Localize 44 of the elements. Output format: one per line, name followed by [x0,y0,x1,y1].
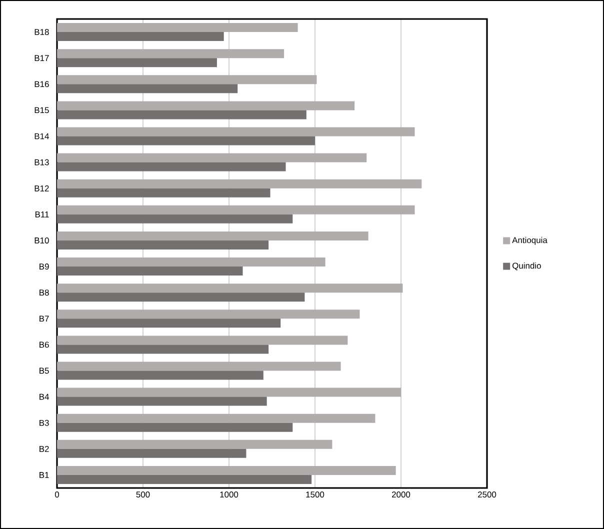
bar [57,162,286,172]
bar [57,292,305,302]
x-tick-label: 0 [54,492,60,498]
y-tick-label: B10 [34,237,49,244]
y-tick-label: B2 [40,446,49,452]
bar [57,344,269,354]
y-tick-label: B5 [40,368,49,374]
bar [57,58,217,68]
y-tick-label: B18 [34,29,49,36]
y-tick-label: B17 [34,55,49,61]
x-tick-label: 500 [136,492,150,498]
y-tick-label: B9 [40,264,49,270]
bar [57,396,267,406]
x-tick-label: 2000 [392,492,410,498]
y-tick-label: B4 [40,394,49,400]
bar [57,266,243,276]
bar [57,110,306,120]
x-tick-label: 1500 [306,492,324,498]
y-tick-label: B15 [34,107,49,114]
bar [57,448,246,458]
y-tick-label: B13 [34,159,49,166]
y-tick-label: B12 [34,185,49,192]
y-tick-label: B7 [40,316,49,322]
bar [57,214,293,224]
x-tick-label: 1000 [220,492,238,498]
x-tick-label: 2500 [478,492,496,498]
legend-label: Antioquia [512,236,548,245]
y-tick-label: B11 [35,211,49,218]
bar [57,136,315,146]
bar [57,422,293,432]
bar [57,370,264,380]
bar [57,32,224,42]
bar [57,474,312,484]
bar [57,84,238,94]
bar [57,318,281,328]
y-tick-label: B6 [40,342,49,348]
y-tick-label: B8 [40,290,49,296]
y-tick-label: B14 [34,133,49,140]
y-tick-label: B1 [40,472,49,478]
bar [57,188,270,198]
bar [57,240,269,250]
y-tick-label: B3 [40,420,49,426]
y-tick-label: B16 [34,81,49,88]
legend-label: Quindio [512,262,541,270]
